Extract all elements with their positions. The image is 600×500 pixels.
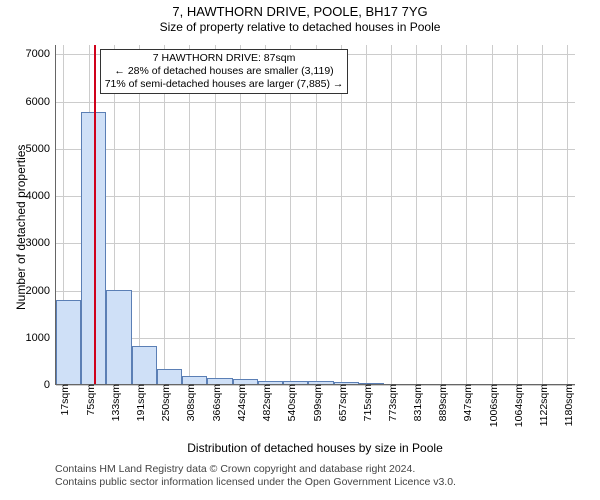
- gridline-vertical: [265, 45, 266, 384]
- x-tick-label: 191sqm: [131, 384, 147, 421]
- gridline-vertical: [164, 45, 165, 384]
- x-tick-label: 482sqm: [257, 384, 273, 421]
- x-tick-label: 540sqm: [282, 384, 298, 421]
- x-tick-label: 250sqm: [156, 384, 172, 421]
- gridline-vertical: [341, 45, 342, 384]
- chart-subtitle: Size of property relative to detached ho…: [0, 20, 600, 35]
- histogram-bar: [258, 381, 283, 384]
- x-tick-label: 715sqm: [358, 384, 374, 421]
- histogram-bar: [157, 369, 182, 384]
- gridline-vertical: [441, 45, 442, 384]
- gridline-vertical: [316, 45, 317, 384]
- gridline-vertical: [517, 45, 518, 384]
- gridline-vertical: [416, 45, 417, 384]
- chart-title: 7, HAWTHORN DRIVE, POOLE, BH17 7YG: [0, 4, 600, 20]
- gridline-vertical: [492, 45, 493, 384]
- gridline-vertical: [139, 45, 140, 384]
- histogram-bar: [308, 381, 334, 384]
- x-tick-label: 657sqm: [333, 384, 349, 421]
- gridline-vertical: [215, 45, 216, 384]
- x-tick-label: 75sqm: [81, 384, 97, 416]
- histogram-bar: [359, 383, 384, 384]
- histogram-bar: [334, 382, 359, 384]
- histogram-bar: [233, 379, 258, 384]
- x-tick-label: 1006sqm: [484, 384, 500, 427]
- y-tick-label: 3000: [26, 237, 56, 249]
- x-tick-label: 424sqm: [232, 384, 248, 421]
- histogram-bar: [207, 378, 233, 384]
- histogram-bar: [132, 346, 157, 384]
- x-tick-label: 308sqm: [181, 384, 197, 421]
- x-tick-label: 599sqm: [308, 384, 324, 421]
- subject-marker-line: [94, 45, 96, 384]
- gridline-vertical: [366, 45, 367, 384]
- x-tick-label: 947sqm: [458, 384, 474, 421]
- y-tick-label: 2000: [26, 285, 56, 297]
- gridline-vertical: [189, 45, 190, 384]
- annotation-line: 71% of semi-detached houses are larger (…: [105, 78, 344, 91]
- annotation-line: ← 28% of detached houses are smaller (3,…: [105, 65, 344, 78]
- title-block: 7, HAWTHORN DRIVE, POOLE, BH17 7YG Size …: [0, 4, 600, 35]
- x-axis-label: Distribution of detached houses by size …: [55, 441, 575, 455]
- y-axis-label: Number of detached properties: [14, 145, 28, 310]
- gridline-vertical: [290, 45, 291, 384]
- y-tick-label: 7000: [26, 48, 56, 60]
- caption-line-1: Contains HM Land Registry data © Crown c…: [55, 463, 456, 476]
- x-tick-label: 1122sqm: [534, 384, 550, 426]
- x-tick-label: 831sqm: [408, 384, 424, 421]
- x-tick-label: 1180sqm: [559, 384, 575, 426]
- y-tick-label: 6000: [26, 96, 56, 108]
- histogram-bar: [283, 381, 308, 384]
- gridline-vertical: [567, 45, 568, 384]
- y-tick-label: 5000: [26, 143, 56, 155]
- x-tick-label: 17sqm: [55, 384, 71, 416]
- x-tick-label: 773sqm: [383, 384, 399, 421]
- gridline-vertical: [466, 45, 467, 384]
- histogram-bar: [182, 376, 207, 385]
- gridline-vertical: [391, 45, 392, 384]
- y-tick-label: 1000: [26, 332, 56, 344]
- y-tick-label: 4000: [26, 190, 56, 202]
- gridline-vertical: [240, 45, 241, 384]
- caption-line-2: Contains public sector information licen…: [55, 476, 456, 489]
- plot-area: 0100020003000400050006000700017sqm75sqm1…: [55, 45, 575, 385]
- x-tick-label: 889sqm: [433, 384, 449, 421]
- annotation-box: 7 HAWTHORN DRIVE: 87sqm← 28% of detached…: [100, 49, 349, 94]
- x-tick-label: 133sqm: [106, 384, 122, 421]
- histogram-bar: [56, 300, 81, 384]
- x-tick-label: 366sqm: [207, 384, 223, 421]
- caption: Contains HM Land Registry data © Crown c…: [55, 463, 456, 489]
- histogram-bar: [106, 290, 132, 384]
- gridline-vertical: [542, 45, 543, 384]
- annotation-line: 7 HAWTHORN DRIVE: 87sqm: [105, 52, 344, 65]
- x-tick-label: 1064sqm: [509, 384, 525, 427]
